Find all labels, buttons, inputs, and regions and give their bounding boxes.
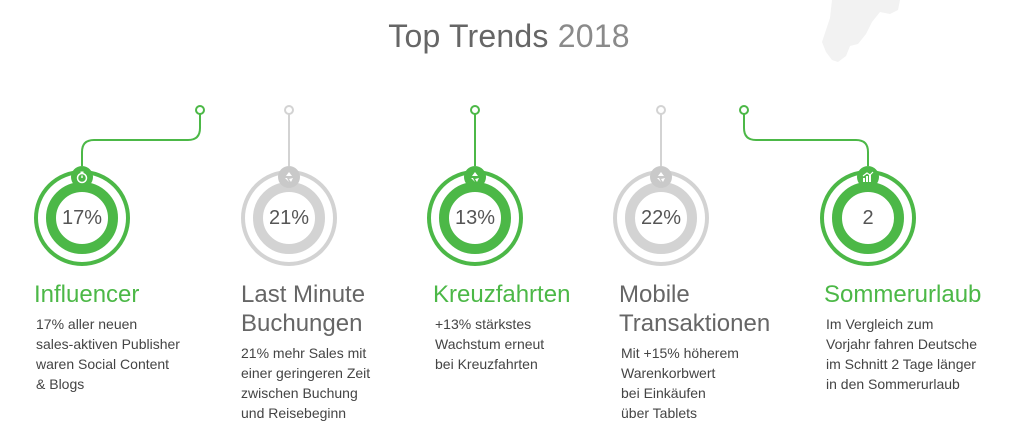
trend-3-inner: 13% [439,182,511,254]
trend-3-desc-line: bei Kreuzfahrten [435,356,538,372]
trend-4-desc-line: Mit +15% höherem [621,345,739,361]
connector-dot-4 [656,105,666,115]
trend-1-inner: 17% [46,182,118,254]
trend-4-desc-line: Warenkorbwert [621,365,716,381]
trend-2-heading-line: Buchungen [241,310,363,337]
trend-3-heading: Kreuzfahrten [433,280,570,309]
connector-1 [81,110,201,166]
trend-2-description: 21% mehr Sales mit einer geringeren Zeit… [241,343,370,423]
trend-1-heading: Influencer [34,280,139,309]
bar-chart-icon [857,166,879,188]
trend-4-circle: 22% [613,170,709,266]
trend-1-desc-line: 17% aller neuen [36,316,138,332]
connector-dot-5 [739,105,749,115]
trend-4-heading-line: Mobile [619,281,690,308]
trend-4-heading: Mobile Transaktionen [619,280,770,338]
trend-1-value: 17% [61,206,103,229]
trend-4-desc-line: über Tablets [621,405,698,421]
trend-2-desc-line: und Reisebeginn [241,405,347,421]
cycle-arrows-icon [650,166,672,188]
connector-dot-2 [284,105,294,115]
trend-4-desc-line: bei Einkäufen [621,385,706,401]
trend-2-inner: 21% [253,182,325,254]
trend-5-desc-line: in den Sommerurlaub [826,376,960,392]
trend-5-value: 2 [862,206,874,229]
trend-2-desc-line: einer geringeren Zeit [241,365,371,381]
trend-1-desc-line: waren Social Content [36,356,170,372]
trend-1-description: 17% aller neuen sales-aktiven Publisher … [36,314,180,394]
trend-2-desc-line: zwischen Buchung [241,385,358,401]
trend-2-heading: Last Minute Buchungen [241,280,365,338]
connector-dot-1 [195,105,205,115]
trend-4-value: 22% [640,206,682,229]
trend-3-desc-line: Wachstum erneut [435,336,545,352]
trend-3-heading-line: Kreuzfahrten [433,281,571,308]
trend-1-desc-line: & Blogs [36,376,85,392]
trend-5-desc-line: Vorjahr fahren Deutsche [826,336,977,352]
trend-3-desc-line: +13% stärkstes [435,316,532,332]
stopwatch-icon [71,166,93,188]
title-main: Top Trends [388,18,549,54]
trend-2-desc-line: 21% mehr Sales mit [241,345,367,361]
trend-1-heading-line: Influencer [34,281,140,308]
trend-3-value: 13% [454,206,496,229]
trend-5-description: Im Vergleich zum Vorjahr fahren Deutsche… [826,314,977,394]
trend-5-heading: Sommerurlaub [824,280,981,309]
cycle-arrows-icon [278,166,300,188]
trend-2-heading-line: Last Minute [241,281,366,308]
trend-3-description: +13% stärkstes Wachstum erneut bei Kreuz… [435,314,544,374]
trend-4-description: Mit +15% höherem Warenkorbwert bei Einkä… [621,343,739,423]
trend-1-desc-line: sales-aktiven Publisher [36,336,180,352]
trend-5-desc-line: Im Vergleich zum [826,316,934,332]
trend-2-value: 21% [268,206,310,229]
connector-dot-3 [470,105,480,115]
trend-4-inner: 22% [625,182,697,254]
trend-5-inner: 2 [832,182,904,254]
trend-5-desc-line: im Schnitt 2 Tage länger [826,356,976,372]
title-year: 2018 [557,18,630,54]
trend-4-heading-line: Transaktionen [619,310,771,337]
connector-5 [743,114,869,166]
cycle-arrows-icon [464,166,486,188]
trend-3-circle: 13% [427,170,523,266]
trend-5-heading-line: Sommerurlaub [824,281,982,308]
page-title: Top Trends 2018 [0,18,1018,55]
